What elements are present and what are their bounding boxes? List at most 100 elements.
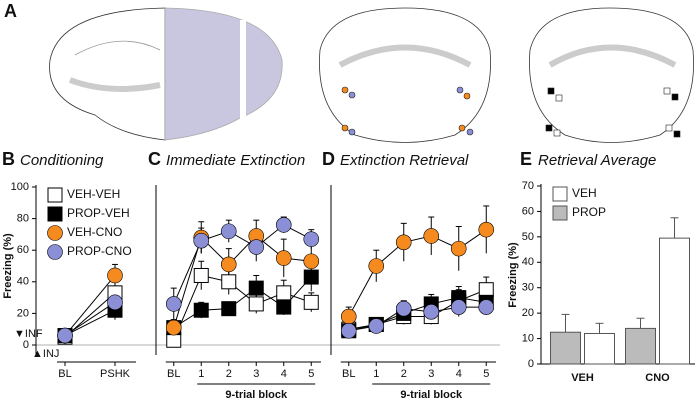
legend-label: PROP-VEH [67, 206, 130, 220]
y-tick-label: 50 [522, 231, 534, 243]
marker [193, 267, 209, 283]
panel-letter: A [4, 1, 17, 21]
marker [248, 280, 264, 296]
y-tick-label: 100 [11, 181, 29, 193]
marker [193, 232, 210, 249]
y-tick-label: 60 [17, 244, 29, 256]
legend-marker [552, 186, 568, 202]
x-tick-label: 3 [428, 368, 434, 380]
x-tick-label: BL [58, 368, 71, 380]
x-tick-label: 2 [226, 368, 232, 380]
panel-letter: C [148, 149, 161, 169]
y-tick-label: 20 [17, 307, 29, 319]
x-tick-label: VEH [571, 372, 594, 384]
legend-label: VEH [572, 186, 597, 200]
marker [165, 296, 182, 312]
x-tick-label: 2 [401, 368, 407, 380]
series-line [64, 275, 116, 336]
marker [165, 319, 182, 336]
x-tick-label: 1 [373, 368, 379, 380]
y-tick-label: 40 [522, 256, 534, 268]
marker [478, 221, 495, 238]
y-tick-label: 60 [522, 205, 534, 217]
bar [584, 332, 615, 365]
marker [478, 282, 494, 298]
x-tick-label: 5 [483, 368, 489, 380]
marker [57, 327, 73, 344]
marker [303, 253, 320, 270]
panel-letter: E [520, 149, 532, 169]
marker [395, 300, 412, 317]
marker [478, 299, 495, 315]
marker [368, 258, 385, 274]
marker [248, 296, 264, 312]
panel-title: Immediate Extinction [166, 152, 305, 169]
y-axis-label: Freezing (%) [2, 233, 14, 299]
marker [368, 318, 385, 334]
legend-marker [552, 205, 568, 221]
x-tick-label: PSHK [100, 368, 131, 380]
marker [423, 304, 440, 320]
annotation: ▲INJ [32, 348, 59, 360]
placement-markers [341, 86, 681, 138]
panel-letter: D [322, 149, 335, 169]
panel-title: Retrieval Average [538, 152, 656, 169]
x-tick-label: 4 [281, 368, 287, 380]
marker [107, 294, 123, 311]
y-tick-label: 0 [23, 339, 29, 351]
marker [220, 256, 237, 273]
series-line [64, 301, 116, 336]
x-tick-label: BL [342, 368, 355, 380]
x-tick-label: 3 [253, 368, 259, 380]
marker [220, 223, 237, 240]
y-axis-label: Freezing (%) [507, 242, 519, 308]
marker [340, 308, 357, 325]
marker [221, 301, 237, 317]
annotation: ▼INF [14, 328, 43, 340]
bar [659, 237, 690, 365]
y-tick-label: 80 [17, 213, 29, 225]
panel-letter: B [2, 149, 15, 169]
x-tick-label: CNO [645, 372, 670, 384]
panel-title: Extinction Retrieval [340, 152, 469, 169]
marker [423, 228, 440, 244]
y-tick-label: 70 [522, 180, 534, 192]
y-tick-label: 30 [522, 282, 534, 294]
brain-sections [49, 7, 694, 143]
y-tick-label: 40 [17, 276, 29, 288]
marker [193, 302, 209, 318]
x-tick-label: 1 [198, 368, 204, 380]
legend-marker [47, 225, 63, 241]
y-tick-label: 20 [522, 307, 534, 319]
legend-label: PROP [572, 205, 606, 219]
marker [107, 267, 123, 284]
marker [303, 231, 320, 247]
marker [276, 285, 292, 301]
bar [625, 327, 656, 365]
legend-label: VEH-CNO [67, 225, 122, 239]
series-line [64, 309, 116, 336]
marker [275, 250, 292, 266]
y-tick-label: 0 [528, 358, 534, 370]
x-tick-label: 5 [308, 368, 314, 380]
panel-title: Conditioning [20, 152, 104, 169]
marker [450, 240, 467, 257]
legend-marker [47, 244, 63, 260]
legend-label: VEH-VEH [67, 187, 120, 201]
legend-label: PROP-CNO [67, 244, 132, 258]
bar [550, 331, 581, 365]
y-tick-label: 10 [522, 332, 534, 344]
marker [275, 217, 292, 233]
marker [248, 239, 265, 255]
marker [276, 299, 292, 315]
x-axis-label: 9-trial block [225, 389, 288, 400]
legend-marker [47, 187, 63, 203]
x-tick-label: BL [167, 368, 180, 380]
marker [303, 269, 319, 285]
marker [450, 299, 467, 315]
marker [221, 274, 237, 290]
x-axis-label: 9-trial block [400, 389, 463, 400]
marker [340, 322, 357, 339]
marker [303, 294, 319, 310]
